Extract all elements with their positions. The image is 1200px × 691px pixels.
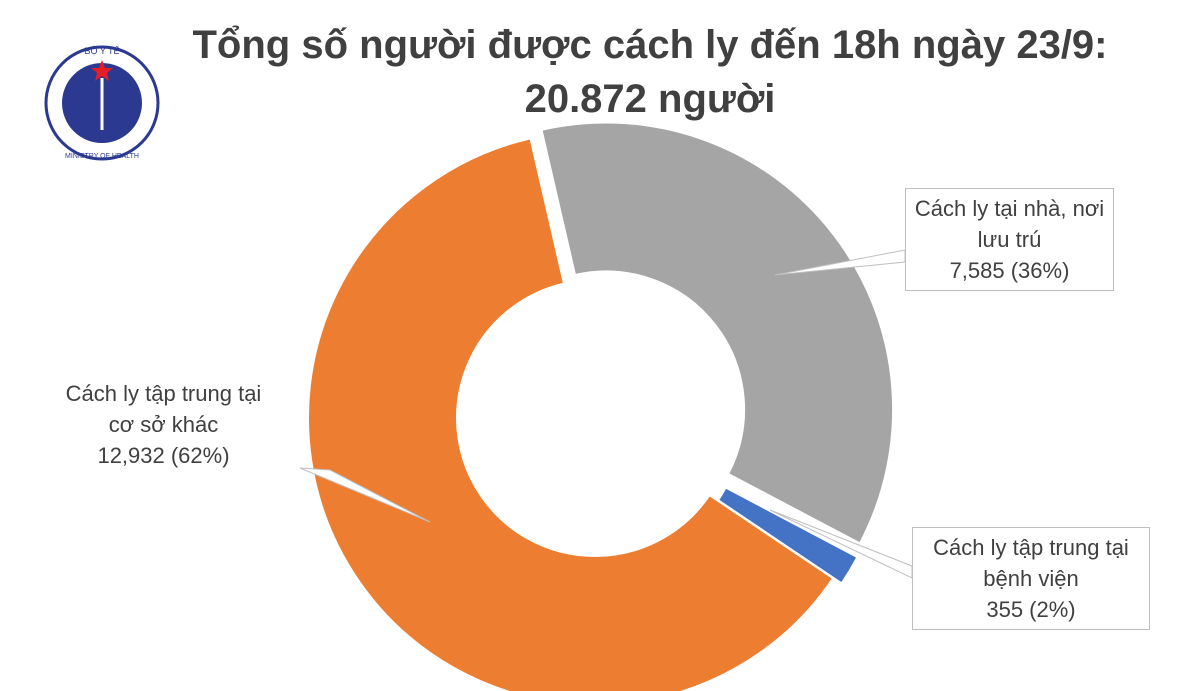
data-label: Cách ly tại nhà, nơi lưu trú 7,585 (36%) [905, 188, 1114, 291]
slice [540, 121, 895, 545]
value-label: 355 (2%) [986, 597, 1076, 622]
logo: BỘ Y TẾ MINISTRY OF HEALTH [44, 45, 160, 161]
slice [307, 137, 835, 691]
logo-bottom: MINISTRY OF HEALTH [65, 153, 139, 160]
leader-line [299, 467, 431, 523]
value-label: 12,932 (62%) [97, 443, 230, 468]
data-label: Cách ly tập trung tại cơ sở khác 12,932 (… [50, 374, 277, 475]
logo-top: BỘ Y TẾ [84, 46, 119, 56]
data-label: Cách ly tập trung tại bệnh viện 355 (2%) [912, 527, 1150, 630]
chart-title: Tổng số người được cách ly đến 18h ngày … [192, 23, 1108, 121]
category-label: Cách ly tập trung tại cơ sở khác [65, 381, 262, 437]
logo-star [91, 60, 113, 81]
category-label: Cách ly tại nhà, nơi lưu trú [914, 196, 1105, 252]
category-label: Cách ly tập trung tại bệnh viện [933, 535, 1129, 591]
value-label: 7,585 (36%) [949, 258, 1070, 283]
